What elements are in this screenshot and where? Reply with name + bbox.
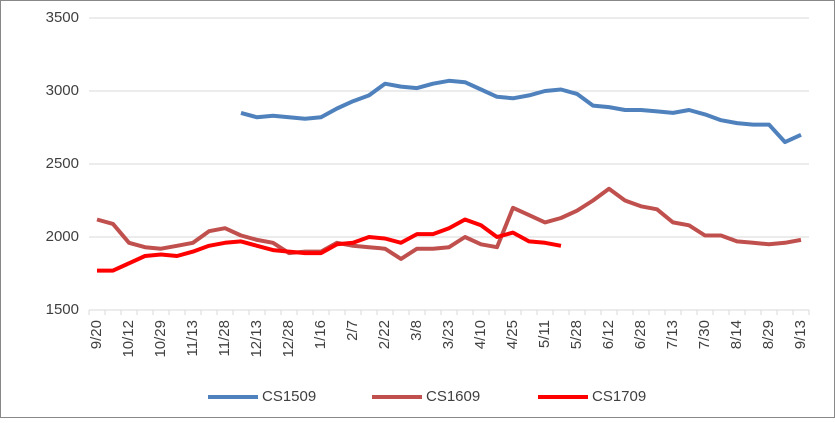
x-tick-label: 5/11 (536, 320, 553, 348)
x-tick-label: 1/16 (312, 320, 329, 349)
x-tick-label: 7/30 (696, 320, 713, 349)
x-tick-label: 11/13 (184, 320, 201, 356)
x-tick-label: 6/12 (600, 320, 617, 349)
x-tick-label: 4/10 (472, 320, 489, 349)
x-tick-label: 5/28 (568, 320, 585, 349)
x-tick-label: 11/28 (216, 320, 233, 356)
x-tick-label: 3/23 (440, 320, 457, 349)
y-tick-label: 2000 (46, 228, 79, 245)
x-tick-label: 10/29 (152, 320, 169, 358)
x-tick-label: 10/12 (120, 320, 137, 358)
series-line (97, 217, 562, 273)
legend-label: CS1509 (262, 388, 316, 405)
x-tick-label: 12/28 (280, 320, 297, 358)
x-tick-label: 9/20 (88, 320, 105, 349)
x-tick-label: 9/13 (792, 320, 809, 349)
x-tick-label: 8/14 (728, 320, 745, 349)
x-tick-label: 6/28 (632, 320, 649, 349)
x-tick-label: 2/22 (376, 320, 393, 349)
x-tick-label: 3/8 (408, 320, 425, 341)
x-tick-label: 4/25 (504, 320, 521, 349)
x-tick-label: 8/29 (760, 320, 777, 349)
x-tick-label: 7/13 (664, 320, 681, 349)
x-tick-label: 12/13 (248, 320, 265, 358)
legend-label: CS1709 (592, 388, 646, 405)
x-tick-label: 2/7 (344, 320, 361, 341)
series-line (96, 186, 802, 261)
series-line (240, 78, 802, 145)
legend-label: CS1609 (426, 388, 480, 405)
y-tick-label: 2500 (46, 155, 79, 172)
y-tick-label: 3000 (46, 82, 79, 99)
y-tick-label: 3500 (46, 9, 79, 26)
y-tick-label: 1500 (46, 301, 79, 318)
